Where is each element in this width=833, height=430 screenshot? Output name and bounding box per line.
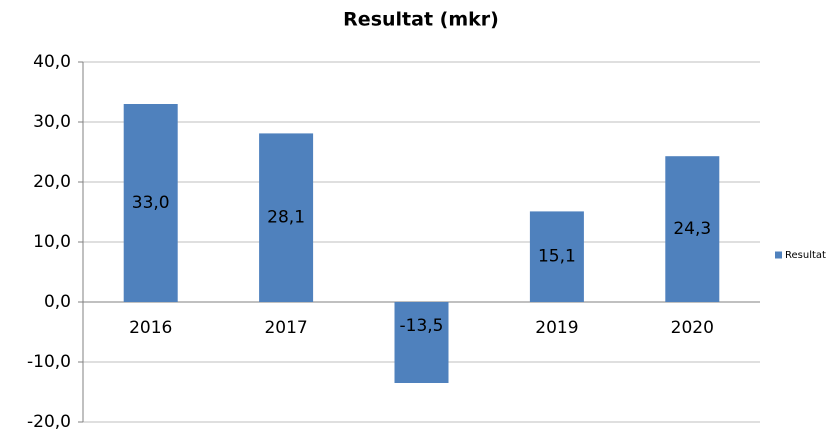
legend-swatch — [775, 251, 782, 259]
y-tick-label: 30,0 — [33, 112, 71, 132]
chart-title: Resultat (mkr) — [343, 9, 499, 31]
legend-label: Resultat — [785, 250, 826, 261]
bar — [123, 104, 178, 302]
x-tick-label: 2017 — [264, 318, 307, 338]
y-tick-label: -20,0 — [27, 412, 71, 430]
y-tick-label: -10,0 — [27, 352, 71, 372]
x-tick-label: 2019 — [535, 318, 578, 338]
x-tick-label: 2016 — [129, 318, 172, 338]
bar — [665, 156, 720, 302]
bar — [394, 302, 449, 383]
y-tick-label: 0,0 — [44, 292, 71, 312]
data-label: 33,0 — [132, 193, 170, 213]
bar — [529, 211, 584, 302]
x-tick-label: 2020 — [671, 318, 714, 338]
y-tick-label: 20,0 — [33, 172, 71, 192]
bar — [259, 133, 314, 302]
data-label: 15,1 — [538, 247, 576, 267]
y-tick-label: 40,0 — [33, 52, 71, 72]
data-label: 24,3 — [673, 219, 711, 239]
data-label: 28,1 — [267, 208, 305, 228]
data-label: -13,5 — [400, 316, 444, 336]
y-tick-label: 10,0 — [33, 232, 71, 252]
